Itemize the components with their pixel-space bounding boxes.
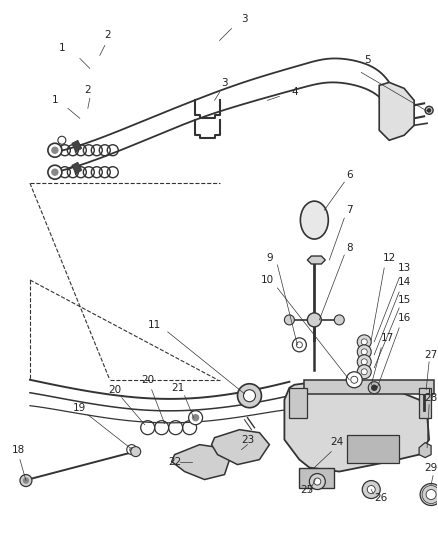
Circle shape <box>346 372 362 387</box>
Text: 25: 25 <box>301 484 314 495</box>
Text: 14: 14 <box>398 277 411 287</box>
Text: 17: 17 <box>381 333 394 343</box>
Text: 26: 26 <box>374 492 388 503</box>
Circle shape <box>361 339 367 345</box>
Circle shape <box>362 481 380 498</box>
Circle shape <box>420 483 438 505</box>
Circle shape <box>351 376 358 383</box>
Text: 1: 1 <box>52 95 58 106</box>
Circle shape <box>52 169 58 175</box>
Circle shape <box>357 335 371 349</box>
Text: 16: 16 <box>398 313 411 323</box>
Circle shape <box>372 385 377 390</box>
Bar <box>347 434 399 463</box>
Bar <box>300 467 334 488</box>
Circle shape <box>334 315 344 325</box>
Circle shape <box>193 415 198 421</box>
Bar <box>419 387 431 418</box>
Polygon shape <box>72 140 82 152</box>
Text: 4: 4 <box>291 87 298 98</box>
Circle shape <box>48 143 62 157</box>
Text: 6: 6 <box>346 170 353 180</box>
Circle shape <box>297 342 302 348</box>
Polygon shape <box>72 162 82 174</box>
Circle shape <box>314 478 321 485</box>
Text: 20: 20 <box>141 375 154 385</box>
Text: 9: 9 <box>266 253 273 263</box>
Circle shape <box>20 474 32 487</box>
Text: 18: 18 <box>11 445 25 455</box>
Polygon shape <box>419 442 431 458</box>
Circle shape <box>361 359 367 365</box>
Text: 12: 12 <box>382 253 396 263</box>
Bar <box>304 380 434 394</box>
Text: 2: 2 <box>105 30 111 41</box>
Circle shape <box>357 355 371 369</box>
Circle shape <box>368 382 380 394</box>
Circle shape <box>357 365 371 379</box>
Circle shape <box>189 411 203 425</box>
Text: 21: 21 <box>171 383 184 393</box>
Polygon shape <box>284 383 429 472</box>
Circle shape <box>58 136 66 144</box>
Polygon shape <box>379 83 414 140</box>
Text: 15: 15 <box>398 295 411 305</box>
Text: 3: 3 <box>241 13 248 23</box>
Polygon shape <box>212 430 269 465</box>
Circle shape <box>244 390 255 402</box>
Circle shape <box>130 448 134 451</box>
Circle shape <box>293 338 306 352</box>
Text: 8: 8 <box>346 243 353 253</box>
Text: 23: 23 <box>241 434 254 445</box>
Circle shape <box>426 489 436 499</box>
Circle shape <box>425 106 433 114</box>
Text: 3: 3 <box>221 78 228 88</box>
Text: 10: 10 <box>261 275 274 285</box>
Text: 2: 2 <box>85 85 91 95</box>
Circle shape <box>52 147 58 153</box>
Circle shape <box>361 349 367 355</box>
Text: 13: 13 <box>398 263 411 273</box>
Circle shape <box>361 369 367 375</box>
Circle shape <box>127 445 137 455</box>
Circle shape <box>357 345 371 359</box>
Text: 7: 7 <box>346 205 353 215</box>
Ellipse shape <box>300 201 328 239</box>
Polygon shape <box>172 445 230 480</box>
Circle shape <box>367 486 375 494</box>
Text: 1: 1 <box>59 44 65 53</box>
Bar <box>290 387 307 418</box>
Bar <box>419 387 429 394</box>
Circle shape <box>237 384 261 408</box>
Polygon shape <box>307 256 325 264</box>
Text: 5: 5 <box>364 55 371 66</box>
Text: 22: 22 <box>168 457 181 466</box>
Text: 11: 11 <box>148 320 161 330</box>
Circle shape <box>131 447 141 457</box>
Circle shape <box>427 109 431 112</box>
Text: 29: 29 <box>424 463 438 473</box>
Text: 27: 27 <box>424 350 438 360</box>
Circle shape <box>284 315 294 325</box>
Circle shape <box>307 313 321 327</box>
Circle shape <box>48 165 62 179</box>
Text: 28: 28 <box>424 393 438 403</box>
Circle shape <box>24 478 28 483</box>
Text: 19: 19 <box>73 403 86 413</box>
Text: 24: 24 <box>331 437 344 447</box>
Circle shape <box>309 473 325 489</box>
Text: 20: 20 <box>108 385 121 395</box>
